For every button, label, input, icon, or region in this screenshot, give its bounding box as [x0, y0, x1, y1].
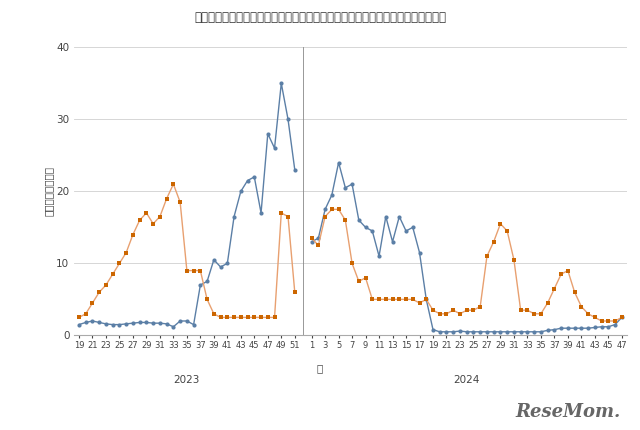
Text: 週: 週: [317, 363, 323, 373]
Y-axis label: 定点当たり報告数: 定点当たり報告数: [44, 166, 54, 216]
Text: インフルエンザと新型コロナウイルス感染症の定点当たり報告数の推移（全国）: インフルエンザと新型コロナウイルス感染症の定点当たり報告数の推移（全国）: [194, 11, 446, 24]
Text: 2024: 2024: [454, 375, 480, 385]
Text: ReseMom.: ReseMom.: [516, 403, 621, 421]
Text: 2023: 2023: [173, 375, 200, 385]
